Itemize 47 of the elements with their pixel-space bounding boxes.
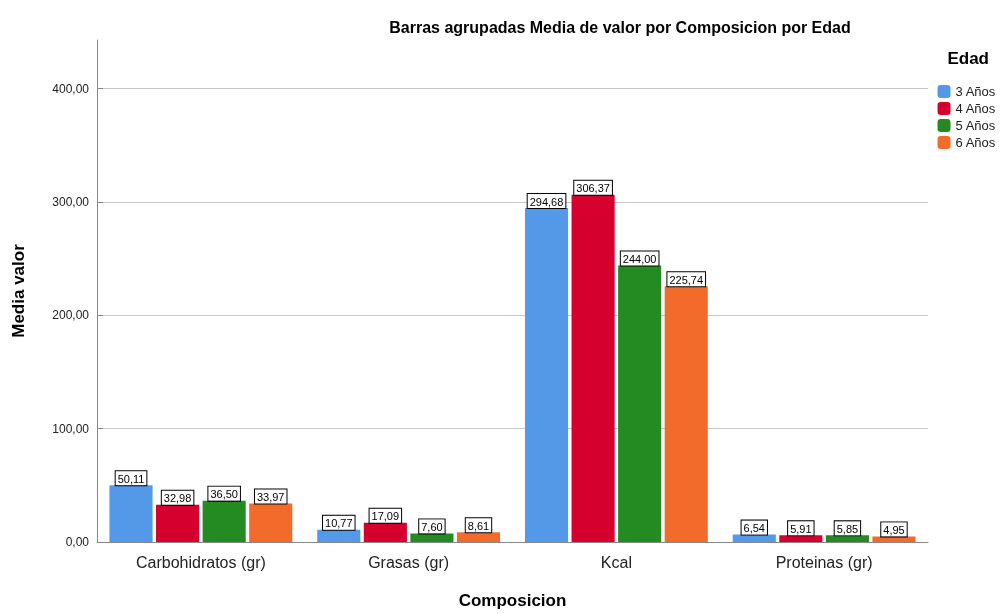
data-label: 8,61: [467, 519, 490, 532]
data-label: 306,37: [576, 182, 610, 195]
data-label: 244,00: [622, 253, 657, 265]
legend-label: 4 Años: [955, 101, 996, 116]
bar: [664, 286, 708, 542]
legend-label: 3 Años: [955, 84, 996, 99]
legend-label: 6 Años: [955, 135, 996, 150]
y-axis-title: Media valor: [9, 243, 28, 338]
data-label: 7,60: [421, 520, 443, 533]
bar: [156, 504, 200, 542]
bar: [249, 503, 293, 542]
bar: [779, 535, 823, 542]
chart-title: Barras agrupadas Media de valor por Composicion por Edad: [389, 18, 851, 36]
bar: [456, 532, 501, 542]
data-label: 36,50: [210, 488, 238, 501]
data-label: 6,54: [743, 522, 765, 535]
bar: [571, 194, 615, 542]
legend-label: 5 Años: [955, 118, 996, 133]
data-label: 5,91: [790, 522, 812, 535]
y-tick-label: 300,00: [52, 195, 90, 210]
data-label: 33,97: [256, 491, 285, 504]
bar: [524, 208, 569, 542]
data-label: 225,74: [669, 273, 704, 286]
x-tick-label: Carbohidratos (gr): [135, 553, 266, 571]
bar: [410, 533, 454, 542]
legend-title: Edad: [947, 49, 989, 68]
bar: [109, 485, 153, 542]
data-label: 294,68: [529, 195, 564, 208]
x-tick-label: Proteinas (gr): [775, 553, 873, 571]
bar: [363, 522, 407, 542]
y-tick-label: 400,00: [52, 81, 90, 96]
data-label: 5,85: [836, 522, 859, 535]
bar: [317, 529, 361, 542]
bar: [202, 500, 246, 542]
x-axis-title: Composicion: [458, 591, 567, 610]
data-label: 4,95: [883, 523, 905, 536]
data-label: 50,11: [117, 472, 145, 485]
y-tick-label: 100,00: [52, 421, 90, 436]
y-tick-label: 200,00: [52, 308, 90, 323]
x-tick-label: Kcal: [600, 553, 632, 571]
bar: [825, 535, 869, 542]
y-tick-label: 0,00: [65, 535, 90, 549]
x-tick-label: Grasas (gr): [368, 553, 450, 571]
data-label: 10,77: [325, 517, 353, 530]
data-label: 17,09: [371, 510, 400, 523]
bar: [618, 265, 662, 542]
data-label: 32,98: [163, 492, 192, 505]
